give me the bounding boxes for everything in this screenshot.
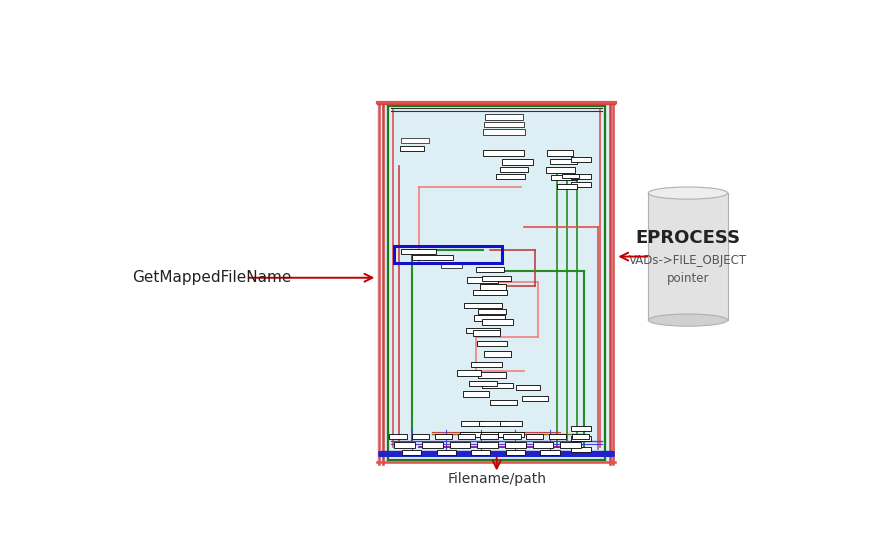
Bar [477, 340, 507, 346]
Bar [472, 290, 507, 295]
Bar [479, 421, 504, 426]
Bar [505, 443, 526, 448]
Bar [450, 443, 470, 448]
Bar [571, 447, 591, 452]
Bar [558, 184, 576, 189]
Bar [649, 193, 728, 320]
Bar [377, 102, 616, 464]
Bar [478, 309, 506, 315]
Text: GetMappedFileName: GetMappedFileName [132, 270, 291, 285]
Bar [435, 434, 452, 439]
Bar [468, 277, 498, 283]
Bar [500, 421, 522, 426]
Bar [471, 450, 490, 455]
Bar [521, 396, 548, 401]
Bar [482, 276, 511, 281]
Bar [549, 434, 566, 439]
Bar [571, 182, 591, 187]
Ellipse shape [649, 314, 728, 326]
Bar [483, 129, 525, 135]
Bar [571, 174, 591, 179]
Bar [571, 157, 591, 162]
Bar [457, 370, 481, 376]
Bar [516, 386, 540, 390]
Bar [498, 432, 524, 437]
Text: VADs->FILE_OBJECT
pointer: VADs->FILE_OBJECT pointer [629, 254, 747, 285]
Bar [500, 167, 527, 172]
Bar [506, 450, 525, 455]
Bar [395, 443, 415, 448]
Bar [462, 392, 489, 397]
Bar [547, 150, 573, 156]
Bar [389, 434, 406, 439]
Bar [503, 434, 520, 439]
Bar [395, 246, 502, 263]
Bar [483, 150, 524, 156]
Text: Filename/path: Filename/path [447, 472, 546, 486]
Bar [441, 262, 462, 268]
Bar [460, 432, 486, 437]
Bar [480, 434, 498, 439]
Bar [413, 434, 429, 439]
Bar [469, 381, 496, 387]
Bar [490, 400, 518, 405]
Bar [551, 175, 576, 180]
Bar [480, 284, 506, 290]
Bar [471, 362, 502, 367]
Bar [550, 159, 577, 164]
Bar [545, 167, 575, 173]
Bar [485, 114, 523, 119]
Text: EPROCESS: EPROCESS [635, 228, 740, 246]
Bar [402, 450, 421, 455]
Bar [437, 450, 456, 455]
Bar [482, 383, 512, 388]
Ellipse shape [649, 187, 728, 199]
Bar [484, 351, 511, 357]
Bar [560, 443, 581, 448]
Bar [466, 328, 500, 333]
Bar [481, 432, 503, 437]
Bar [458, 434, 475, 439]
Bar [462, 421, 484, 426]
Bar [484, 122, 524, 127]
Bar [562, 174, 579, 178]
Bar [571, 436, 591, 441]
Bar [401, 138, 429, 142]
Bar [474, 315, 505, 321]
Bar [422, 443, 443, 448]
Bar [402, 249, 436, 254]
Bar [526, 434, 544, 439]
Bar [571, 426, 591, 431]
Bar [533, 443, 553, 448]
Bar [502, 160, 533, 165]
Bar [540, 450, 560, 455]
Bar [412, 255, 454, 260]
Bar [476, 267, 503, 272]
Bar [400, 146, 424, 151]
Bar [572, 434, 589, 439]
Bar [482, 320, 512, 325]
Bar [496, 174, 525, 179]
Bar [464, 302, 502, 308]
Bar [478, 372, 506, 378]
Bar [472, 330, 500, 336]
Bar [478, 443, 498, 448]
